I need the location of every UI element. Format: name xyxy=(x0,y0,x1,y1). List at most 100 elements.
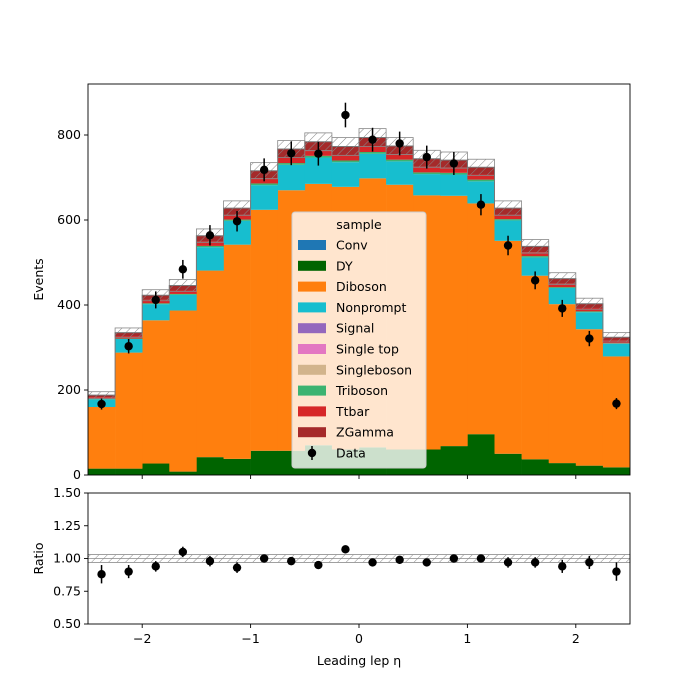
bar-nonprompt-13 xyxy=(440,174,468,196)
xtick-label-1: −1 xyxy=(241,631,259,646)
data-point-16 xyxy=(530,276,540,285)
data-point-11 xyxy=(395,139,404,148)
bar-triboson-4 xyxy=(196,245,224,248)
bar-nonprompt-4 xyxy=(196,247,224,271)
legend-box xyxy=(291,211,427,469)
bar-ttbar-15 xyxy=(494,214,522,220)
legend-swatch-conv xyxy=(298,240,326,250)
legend-swatch-single-top xyxy=(298,344,326,354)
bar-dy-18 xyxy=(575,465,604,475)
bar-triboson-9 xyxy=(331,160,360,163)
bar-dy-19 xyxy=(602,467,630,475)
bar-diboson-3 xyxy=(169,310,197,472)
legend-label-ttbar: Ttbar xyxy=(335,404,370,419)
data-point-2 xyxy=(151,295,160,305)
bar-triboson-15 xyxy=(494,219,522,221)
ratio-ytick-label-4: 1.50 xyxy=(53,485,81,500)
bar-triboson-17 xyxy=(548,287,577,288)
legend: sample Conv DY Diboson Nonprompt Signal Single… xyxy=(291,211,427,469)
bar-nonprompt-2 xyxy=(142,304,170,321)
bar-dy-3 xyxy=(169,471,197,475)
main-ytick-label-1: 200 xyxy=(57,382,81,397)
bar-ttbar-14 xyxy=(467,174,495,180)
data-point-5 xyxy=(232,217,242,226)
legend-label-data: Data xyxy=(336,446,366,461)
ratio-ytick-label-2: 1.00 xyxy=(53,551,81,566)
bar-diboson-2 xyxy=(142,320,170,464)
ratio-ytick-label-3: 1.25 xyxy=(53,518,81,533)
data-point-0 xyxy=(97,399,106,409)
main-ytick-label-4: 800 xyxy=(57,127,81,142)
bar-diboson-0 xyxy=(88,407,116,469)
bar-dy-6 xyxy=(250,450,278,475)
bar-nonprompt-14 xyxy=(467,181,495,204)
legend-swatch-signal xyxy=(298,323,326,334)
main-ytick-label-3: 600 xyxy=(57,212,81,227)
data-point-8 xyxy=(314,149,323,158)
data-point-6 xyxy=(259,165,269,175)
data-point-7 xyxy=(287,149,296,158)
legend-data-marker xyxy=(307,448,317,458)
ratio-point-18 xyxy=(585,558,594,567)
bar-triboson-10 xyxy=(359,152,387,154)
bar-triboson-14 xyxy=(467,179,495,182)
data-point-17 xyxy=(558,304,567,313)
bar-nonprompt-18 xyxy=(575,312,604,330)
bar-nonprompt-15 xyxy=(494,220,522,241)
bar-dy-16 xyxy=(521,459,549,475)
xlabel: Leading lep η xyxy=(317,653,401,668)
data-point-1 xyxy=(124,342,133,351)
data-points xyxy=(97,102,621,410)
bar-ttbar-16 xyxy=(521,252,549,257)
ratio-point-6 xyxy=(259,554,269,563)
bar-ttbar-3 xyxy=(169,290,197,294)
data-point-18 xyxy=(585,334,594,343)
ratio-point-7 xyxy=(287,556,296,566)
bar-diboson-1 xyxy=(115,352,143,469)
ratio-point-16 xyxy=(530,558,540,567)
bar-diboson-19 xyxy=(602,356,630,468)
data-point-9 xyxy=(341,110,350,120)
ratio-point-17 xyxy=(558,562,567,571)
bar-nonprompt-16 xyxy=(521,257,549,276)
legend-swatch-dy xyxy=(298,260,326,271)
legend-swatch-ttbar xyxy=(298,406,326,417)
legend-label-nonprompt: Nonprompt xyxy=(336,300,406,315)
bar-ttbar-17 xyxy=(548,283,577,288)
data-point-12 xyxy=(422,152,431,162)
data-point-14 xyxy=(476,200,486,209)
bar-dy-4 xyxy=(196,457,224,475)
ratio-point-3 xyxy=(178,547,188,557)
bar-triboson-3 xyxy=(169,293,197,295)
bar-triboson-12 xyxy=(413,172,441,175)
legend-label-single-top: Single top xyxy=(336,342,399,357)
ratio-point-1 xyxy=(124,567,133,576)
bar-dy-17 xyxy=(548,463,577,475)
ratio-point-15 xyxy=(503,558,513,567)
data-point-10 xyxy=(368,135,377,144)
bar-ttbar-11 xyxy=(386,154,414,160)
main-ytick-label-0: 0 xyxy=(73,467,81,482)
bar-nonprompt-9 xyxy=(331,162,360,187)
bar-diboson-6 xyxy=(250,209,278,451)
bar-dy-2 xyxy=(142,463,170,475)
ratio-ytick-label-1: 0.75 xyxy=(53,583,81,598)
bar-nonprompt-10 xyxy=(359,153,387,179)
data-point-15 xyxy=(503,241,513,250)
legend-label-zgamma: ZGamma xyxy=(336,425,394,440)
bar-triboson-18 xyxy=(575,311,604,313)
main-ytick-label-2: 400 xyxy=(57,297,81,312)
bar-dy-15 xyxy=(494,453,522,475)
bar-diboson-18 xyxy=(575,329,604,466)
data-point-19 xyxy=(612,399,621,408)
ratio-point-11 xyxy=(395,555,404,565)
bar-nonprompt-3 xyxy=(169,294,197,311)
ratio-point-0 xyxy=(97,570,106,579)
bar-nonprompt-17 xyxy=(548,288,577,305)
bar-nonprompt-12 xyxy=(413,174,441,196)
legend-label-conv: Conv xyxy=(336,238,368,253)
ratio-point-14 xyxy=(476,554,486,563)
xtick-label-3: 1 xyxy=(463,631,471,646)
ratio-point-2 xyxy=(151,562,160,571)
